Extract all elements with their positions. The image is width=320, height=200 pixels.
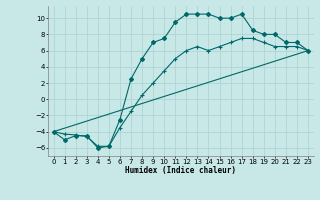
X-axis label: Humidex (Indice chaleur): Humidex (Indice chaleur) — [125, 166, 236, 175]
